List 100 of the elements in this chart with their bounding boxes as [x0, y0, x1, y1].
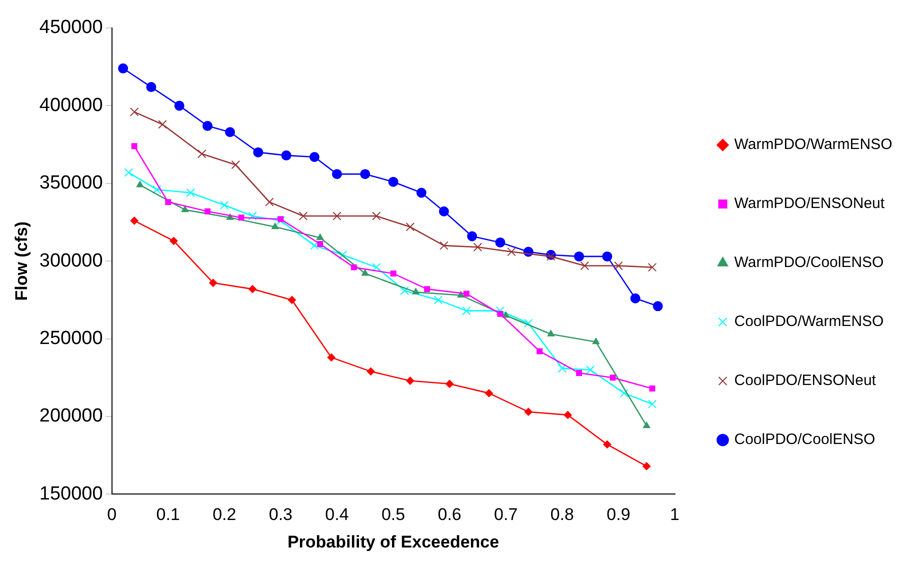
- y-axis-title: Flow (cfs): [12, 221, 31, 301]
- point: [462, 306, 471, 316]
- point: [438, 206, 449, 216]
- point: [220, 200, 229, 210]
- legend-label: WarmPDO/CoolENSO: [734, 254, 884, 272]
- point: [592, 338, 600, 344]
- point: [648, 400, 657, 408]
- point: [248, 212, 257, 220]
- legend-label: CoolPDO/ENSONeut: [734, 372, 877, 390]
- point: [372, 262, 381, 272]
- point: [332, 212, 342, 220]
- point: [603, 440, 612, 448]
- point: [602, 251, 612, 262]
- point: [146, 82, 156, 92]
- legend-label: CoolPDO/CoolENSO: [734, 431, 876, 448]
- point: [288, 296, 296, 304]
- point: [124, 168, 134, 177]
- y-tick-label: 200000: [39, 406, 103, 427]
- point: [620, 388, 628, 398]
- point: [272, 222, 279, 230]
- point: [416, 188, 426, 198]
- point: [649, 386, 656, 392]
- point: [524, 408, 532, 416]
- legend-label: WarmPDO/ENSONeut: [734, 195, 886, 212]
- point: [564, 410, 572, 419]
- point: [610, 374, 616, 381]
- point: [253, 147, 264, 158]
- x-tick-label: 0.8: [550, 505, 574, 524]
- point: [467, 231, 478, 242]
- legend-label: CoolPDO/WarmENSO: [734, 313, 884, 330]
- point: [473, 242, 482, 252]
- point: [524, 318, 533, 328]
- point: [434, 296, 443, 304]
- point: [440, 241, 448, 250]
- point: [642, 462, 651, 470]
- x-tick-label: 0.2: [212, 505, 236, 524]
- point: [484, 389, 493, 398]
- point: [170, 236, 178, 245]
- y-tick-label: 350000: [39, 172, 103, 194]
- point: [225, 127, 236, 138]
- point: [231, 160, 240, 170]
- point: [165, 199, 172, 206]
- point: [238, 214, 244, 221]
- point: [496, 306, 505, 316]
- x-tick-label: 0.4: [325, 505, 349, 524]
- point: [536, 348, 543, 354]
- point: [390, 270, 396, 277]
- point: [265, 198, 274, 206]
- point: [278, 216, 284, 222]
- point: [424, 286, 430, 292]
- point: [547, 330, 554, 336]
- point: [309, 152, 320, 162]
- point: [152, 185, 162, 194]
- point: [131, 143, 138, 150]
- point: [310, 241, 319, 250]
- point: [630, 293, 640, 304]
- point: [502, 311, 510, 318]
- point: [197, 149, 206, 158]
- point: [652, 301, 663, 312]
- point: [388, 176, 398, 187]
- point: [648, 262, 657, 272]
- point: [186, 188, 196, 198]
- x-tick-label: 0.3: [268, 505, 293, 524]
- point: [446, 380, 454, 388]
- point: [158, 120, 167, 129]
- x-tick-label: 0.1: [156, 505, 180, 524]
- x-axis-title: Probability of Exceedence: [287, 532, 500, 552]
- x-tick-label: 1: [670, 505, 680, 524]
- point: [130, 216, 138, 225]
- point: [327, 353, 336, 362]
- point: [406, 222, 415, 232]
- point: [574, 251, 584, 262]
- x-tick-label: 0: [107, 505, 117, 524]
- point: [118, 63, 128, 74]
- y-tick-label: 450000: [39, 17, 103, 38]
- point: [136, 180, 144, 188]
- point: [400, 286, 409, 296]
- y-tick-label: 250000: [39, 328, 103, 350]
- point: [360, 169, 370, 180]
- point: [497, 310, 504, 317]
- point: [130, 108, 139, 116]
- point: [507, 247, 516, 256]
- point: [174, 100, 184, 111]
- point: [366, 367, 375, 376]
- point: [586, 365, 595, 374]
- x-tick-label: 0.5: [381, 505, 406, 524]
- point: [298, 212, 308, 220]
- point: [332, 169, 342, 180]
- point: [495, 237, 506, 248]
- x-tick-label: 0.7: [494, 505, 518, 524]
- y-tick-label: 150000: [39, 483, 103, 504]
- point: [558, 364, 567, 373]
- point: [362, 270, 369, 276]
- point: [614, 261, 623, 270]
- point: [209, 278, 218, 287]
- point: [576, 370, 582, 376]
- point: [317, 241, 324, 247]
- point: [248, 285, 257, 294]
- point: [546, 252, 556, 261]
- point: [281, 150, 292, 160]
